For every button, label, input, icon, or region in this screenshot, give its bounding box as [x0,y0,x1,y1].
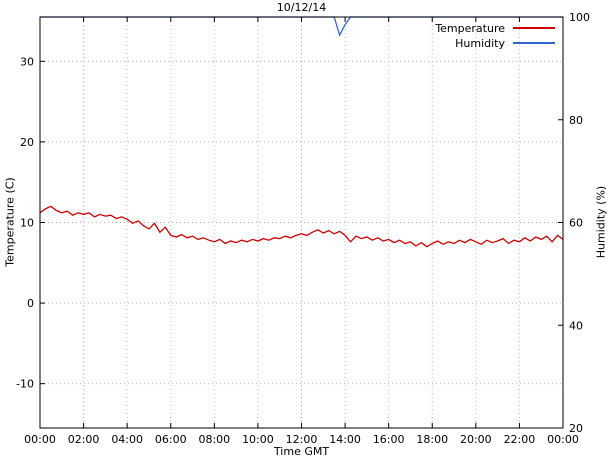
x-tick-label: 04:00 [111,433,143,446]
x-tick-label: 02:00 [68,433,100,446]
y-right-axis-label: Humidity (%) [594,185,608,259]
legend-item-humidity: Humidity [435,36,555,50]
x-tick-label: 00:00 [547,433,579,446]
legend-item-temperature: Temperature [435,21,555,35]
legend-label: Humidity [455,36,505,50]
y-left-tick-label: -10 [16,378,34,391]
y-right-tick-label: 20 [569,422,583,435]
x-tick-label: 10:00 [242,433,274,446]
y-right-tick-label: 80 [569,114,583,127]
y-right-tick-label: 100 [569,11,590,24]
legend-label: Temperature [435,21,505,35]
y-left-tick-label: 0 [27,297,34,310]
y-right-tick-label: 40 [569,319,583,332]
x-tick-label: 18:00 [416,433,448,446]
x-tick-label: 22:00 [504,433,536,446]
y-left-tick-label: 20 [20,136,34,149]
x-tick-label: 12:00 [286,433,318,446]
y-left-axis-label: Temperature (C) [3,177,17,267]
x-tick-label: 06:00 [155,433,187,446]
legend-line-sample [513,27,555,29]
x-tick-label: 20:00 [460,433,492,446]
y-right-tick-label: 60 [569,217,583,230]
x-axis-label: Time GMT [273,445,330,458]
x-tick-label: 00:00 [24,433,56,446]
legend-line-sample [513,42,555,44]
y-left-tick-label: 30 [20,55,34,68]
y-left-tick-label: 10 [20,217,34,230]
legend: Temperature Humidity [435,21,555,50]
temperature-line [39,205,564,248]
x-tick-label: 14:00 [329,433,361,446]
x-tick-label: 16:00 [373,433,405,446]
chart-title: 10/12/14 [276,1,327,14]
x-tick-label: 08:00 [198,433,230,446]
